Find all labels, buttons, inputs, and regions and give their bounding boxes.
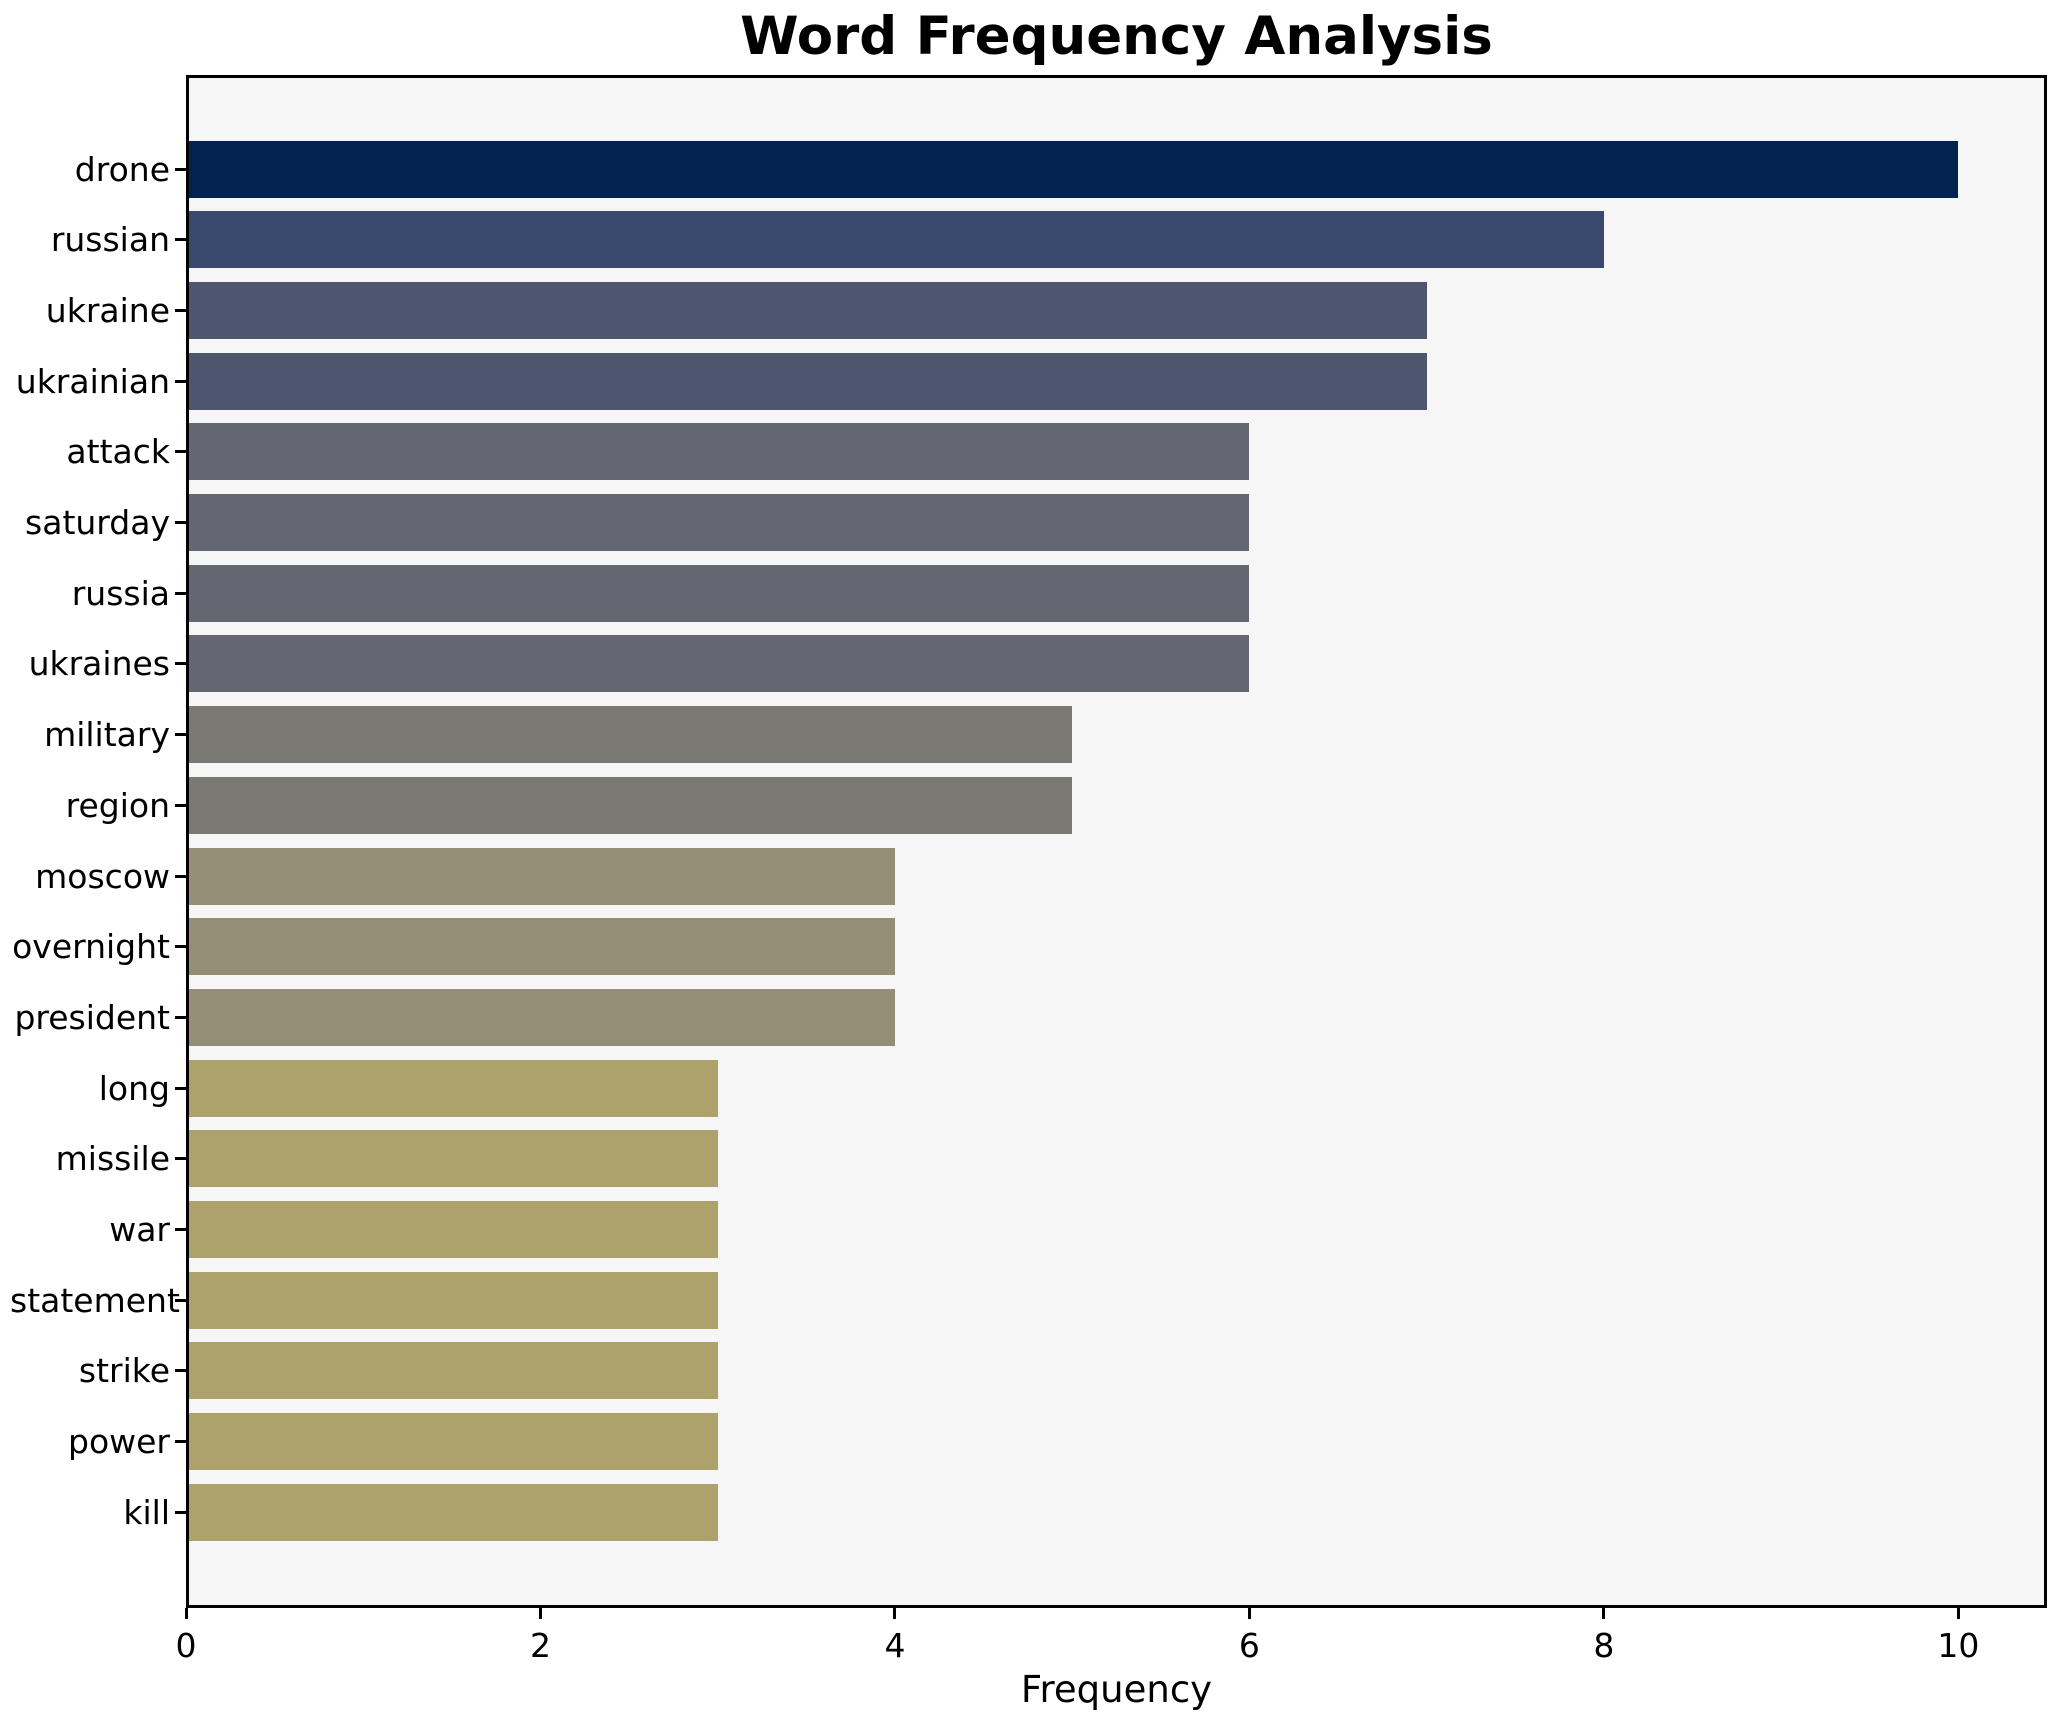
bar-russian (189, 211, 1604, 269)
x-tick (1247, 1608, 1251, 1619)
x-tick (893, 1608, 897, 1619)
bar-military (189, 706, 1073, 764)
y-axis-label-ukraine: ukraine (45, 290, 170, 330)
bar-president (189, 988, 895, 1046)
y-tick (175, 308, 186, 312)
y-axis-label-russian: russian (50, 220, 170, 260)
y-axis-label-long: long (98, 1068, 170, 1108)
y-tick (175, 1369, 186, 1373)
y-tick (175, 167, 186, 171)
y-tick (175, 1228, 186, 1231)
y-axis-label-moscow: moscow (35, 856, 170, 896)
y-tick (175, 1157, 186, 1161)
y-tick (175, 591, 186, 595)
bar-war (189, 1201, 718, 1258)
bar-saturday (189, 494, 1250, 551)
bar-statement (189, 1271, 718, 1329)
x-tick-label-0: 0 (175, 1626, 197, 1665)
y-axis-label-kill: kill (123, 1492, 170, 1532)
x-tick (1956, 1608, 1960, 1619)
y-axis-label-president: president (14, 997, 170, 1037)
y-tick (175, 238, 186, 242)
y-tick (175, 803, 186, 807)
y-axis-label-overnight: overnight (12, 927, 170, 967)
bar-moscow (189, 847, 895, 905)
y-tick (175, 379, 186, 383)
y-axis-label-ukrainian: ukrainian (15, 361, 170, 401)
bar-ukrainian (189, 352, 1427, 410)
bar-region (189, 776, 1073, 834)
y-tick (175, 945, 186, 949)
y-tick (175, 521, 186, 524)
y-axis-label-war: war (109, 1210, 170, 1249)
x-tick-label-2: 2 (529, 1626, 551, 1665)
y-tick (175, 1510, 186, 1514)
bar-kill (189, 1483, 718, 1541)
y-axis-label-power: power (68, 1422, 170, 1462)
y-tick (175, 450, 186, 454)
x-axis-title: Frequency (1020, 1668, 1213, 1711)
chart-title: Word Frequency Analysis (740, 6, 1493, 67)
x-tick-label-10: 10 (1937, 1626, 1980, 1665)
y-axis-label-military: military (44, 715, 170, 755)
y-axis-label-russia: russia (71, 573, 170, 613)
bar-ukraine (189, 281, 1427, 339)
bar-power (189, 1413, 718, 1471)
y-axis-label-strike: strike (78, 1351, 170, 1391)
y-axis-label-ukraines: ukraines (28, 644, 170, 684)
y-tick (175, 874, 186, 878)
bar-long (189, 1059, 718, 1117)
bar-ukraines (189, 635, 1250, 693)
y-axis-label-statement: statement (10, 1280, 180, 1320)
y-axis-label-missile: missile (55, 1139, 170, 1179)
x-tick (1602, 1608, 1606, 1619)
y-tick (175, 733, 186, 737)
x-tick-label-8: 8 (1593, 1626, 1615, 1665)
bar-russia (189, 564, 1250, 622)
bar-missile (189, 1130, 718, 1188)
x-tick-label-4: 4 (884, 1626, 906, 1665)
y-axis-label-drone: drone (74, 149, 170, 189)
y-tick (175, 1298, 186, 1302)
y-tick (175, 1440, 186, 1444)
x-tick (184, 1608, 188, 1619)
bar-strike (189, 1342, 718, 1400)
y-tick (175, 1086, 186, 1090)
y-tick (175, 1015, 186, 1019)
bar-overnight (189, 918, 895, 976)
y-tick (175, 662, 186, 666)
y-axis-label-saturday: saturday (25, 503, 170, 542)
x-tick-label-6: 6 (1238, 1626, 1260, 1665)
y-axis-label-region: region (65, 785, 170, 825)
y-axis-label-attack: attack (66, 432, 170, 472)
x-tick (538, 1608, 542, 1619)
bar-drone (189, 140, 1959, 198)
bar-attack (189, 423, 1250, 481)
